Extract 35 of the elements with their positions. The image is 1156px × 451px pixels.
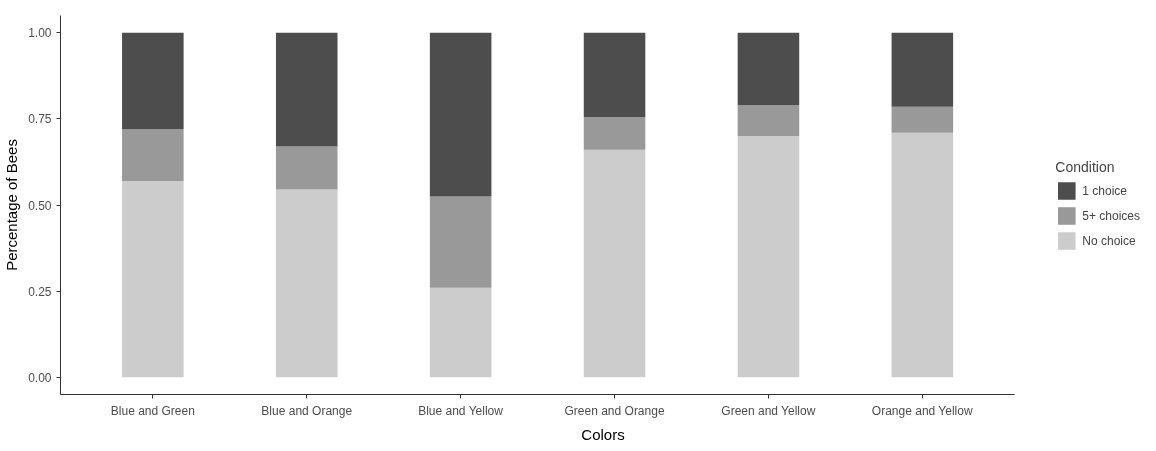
x-tick-label: Blue and Orange: [261, 403, 353, 418]
bar: [122, 32, 184, 130]
bar: [891, 32, 954, 107]
y-tick-label: 0.50: [28, 198, 52, 213]
x-tick-label: Green and Yellow: [721, 403, 816, 418]
y-axis-title: Percentage of Bees: [3, 139, 21, 271]
bar: [122, 180, 184, 378]
bar: [429, 196, 492, 288]
bar: [275, 146, 338, 190]
legend-label: No choice: [1082, 233, 1136, 247]
legend-label: 1 choice: [1082, 183, 1127, 197]
bar: [737, 32, 800, 106]
bar: [891, 132, 954, 378]
bar: [737, 136, 800, 378]
bar: [583, 117, 646, 150]
x-axis-title: Colors: [581, 425, 625, 443]
y-tick-label: 0.75: [28, 112, 52, 127]
bar: [429, 32, 492, 197]
bar: [583, 32, 646, 118]
bar: [583, 149, 646, 378]
bar: [891, 106, 954, 133]
legend-title: Condition: [1055, 158, 1116, 174]
bar: [429, 287, 492, 378]
y-tick-label: 0.00: [28, 370, 52, 385]
y-tick-label: 0.25: [28, 284, 52, 299]
x-tick-label: Orange and Yellow: [871, 403, 973, 418]
x-tick-label: Green and Orange: [564, 403, 665, 418]
legend-label: 5+ choices: [1082, 208, 1140, 222]
bar: [275, 189, 338, 378]
bar: [275, 32, 338, 147]
bar: [737, 105, 800, 137]
x-tick-label: Blue and Green: [110, 403, 195, 418]
x-tick-label: Blue and Yellow: [418, 403, 504, 418]
bar: [122, 129, 184, 181]
y-tick-label: 1.00: [28, 26, 52, 41]
